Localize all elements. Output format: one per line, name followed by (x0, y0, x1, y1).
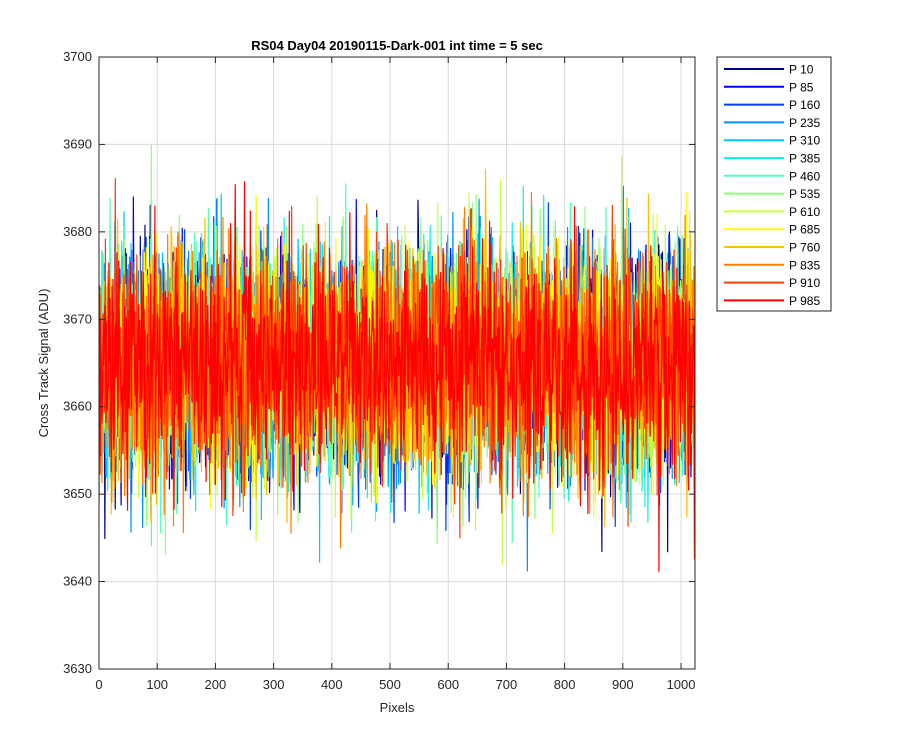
y-axis-label: Cross Track Signal (ADU) (36, 289, 51, 438)
x-tick-label: 700 (496, 677, 518, 692)
x-tick-label: 1000 (667, 677, 696, 692)
legend: P 10 P 85 P 160 P 235 P 310 P 385 P 460 P 535 P … (716, 56, 832, 312)
legend-label: P 685 (789, 223, 820, 237)
x-tick-label: 300 (263, 677, 285, 692)
legend-label: P 760 (789, 241, 820, 255)
legend-label: P 460 (789, 169, 820, 183)
legend-label: P 235 (789, 116, 820, 130)
y-tick-label: 3670 (63, 311, 92, 326)
legend-label: P 310 (789, 134, 820, 148)
series-layer (99, 144, 695, 572)
legend-label: P 160 (789, 98, 820, 112)
legend-label: P 385 (789, 152, 820, 166)
y-tick-label: 3630 (63, 661, 92, 676)
x-tick-label: 500 (379, 677, 401, 692)
y-tick-label: 3700 (63, 49, 92, 64)
plot-frame (98, 56, 696, 670)
chart-title: RS04 Day04 20190115-Dark-001 int time = … (251, 38, 543, 53)
x-tick-label: 100 (146, 677, 168, 692)
legend-label: P 610 (789, 205, 820, 219)
y-tick-label: 3640 (63, 574, 92, 589)
legend-label: P 985 (789, 294, 820, 308)
x-tick-label: 800 (554, 677, 576, 692)
y-tick-label: 3690 (63, 136, 92, 151)
x-axis-label: Pixels (380, 700, 415, 715)
legend-label: P 835 (789, 258, 820, 272)
x-tick-label: 400 (321, 677, 343, 692)
series-line-p985 (99, 181, 695, 572)
x-tick-label: 0 (95, 677, 102, 692)
legend-label: P 535 (789, 187, 820, 201)
x-tick-label: 900 (612, 677, 634, 692)
y-tick-label: 3680 (63, 224, 92, 239)
legend-label: P 10 (789, 63, 814, 77)
y-tick-label: 3660 (63, 399, 92, 414)
legend-label: P 910 (789, 276, 820, 290)
y-tick-label: 3650 (63, 486, 92, 501)
legend-box (716, 56, 832, 312)
tick-layer: 0 100 200 300 400 500 600 700 800 900 1000 3630 3640… (63, 49, 695, 692)
legend-label: P 85 (789, 80, 814, 94)
x-tick-label: 600 (437, 677, 459, 692)
legend-entries: P 10 P 85 P 160 P 235 P 310 P 385 P 460 P 535 P … (724, 63, 820, 308)
x-tick-label: 200 (205, 677, 227, 692)
